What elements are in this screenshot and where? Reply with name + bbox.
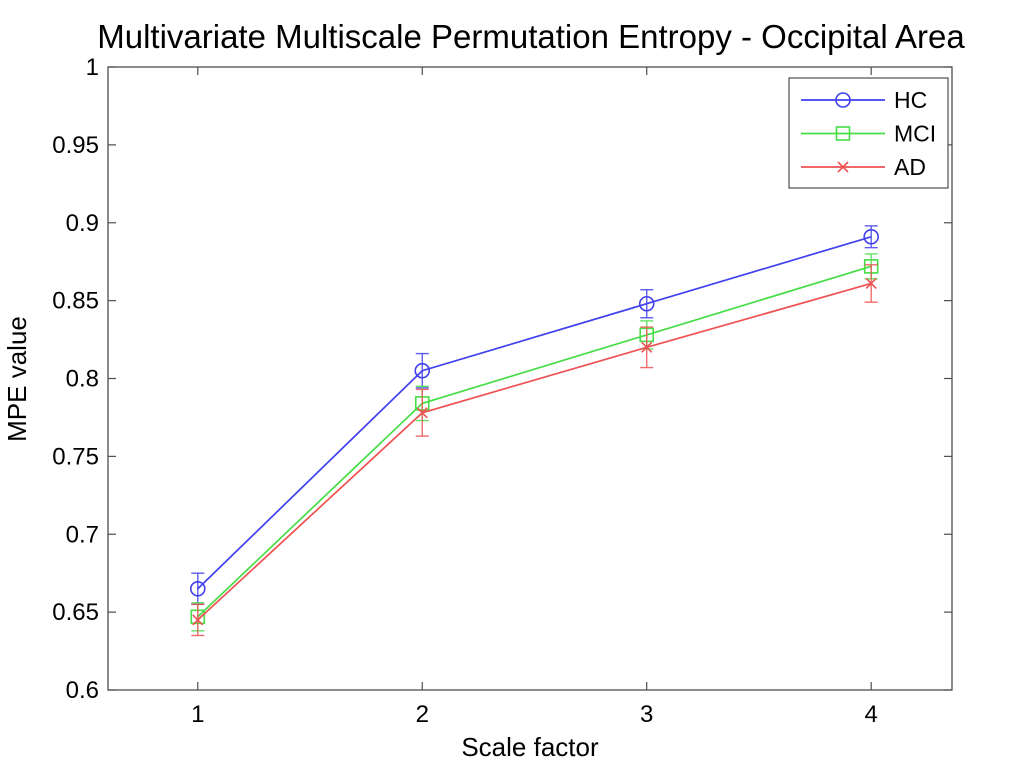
circle-marker (638, 295, 655, 312)
x-marker-stroke (865, 277, 877, 290)
x-marker (192, 614, 204, 626)
y-tick-label: 0.6 (66, 677, 99, 704)
x-marker-stroke (192, 614, 204, 626)
x-marker (416, 407, 428, 419)
data-line-mci (197, 265, 872, 618)
x-marker-stroke (416, 407, 428, 419)
y-tick-label: 0.75 (52, 443, 99, 470)
data-line-hc (197, 235, 872, 590)
x-axis-label: Scale factor (461, 732, 599, 762)
legend-item-ad: AD (801, 154, 926, 180)
x-tick-label: 1 (191, 701, 204, 728)
chart-title: Multivariate Multiscale Permutation Entr… (97, 18, 965, 55)
circle-marker (189, 580, 206, 597)
y-tick-label: 0.7 (66, 521, 99, 548)
legend-square-marker (835, 126, 851, 141)
legend-label: HC (894, 87, 927, 113)
y-tick-label: 0.9 (66, 210, 99, 237)
y-tick-label: 0.85 (52, 288, 99, 315)
x-marker-stroke (641, 341, 653, 353)
y-axis-label: MPE value (2, 316, 32, 442)
legend: HC MCI AD (788, 77, 949, 189)
y-tick-label: 0.95 (52, 132, 99, 159)
circle-marker (863, 228, 879, 245)
legend-circle-marker (835, 92, 851, 108)
legend-label: AD (894, 154, 926, 180)
circle-marker (414, 362, 431, 379)
axis-layer (107, 66, 953, 691)
tick-label-layer: 1 2 3 4 1 0.95 0.9 0.85 0.8 0.75 0.7 0.65 0.6 (52, 54, 878, 728)
data-line-ad (197, 282, 872, 621)
legend-item-hc: HC (801, 87, 927, 113)
x-tick-label: 2 (416, 701, 429, 728)
y-tick-label: 0.8 (66, 366, 99, 393)
x-marker (641, 341, 653, 353)
y-tick-label: 1 (86, 54, 99, 81)
x-tick-label: 4 (865, 701, 878, 728)
y-tick-label: 0.65 (52, 599, 99, 626)
legend-x-marker (837, 161, 849, 173)
series-layer (189, 225, 879, 637)
legend-x-stroke (837, 161, 849, 173)
legend-item-mci: MCI (801, 121, 936, 147)
legend-label: MCI (894, 121, 936, 147)
x-tick-label: 3 (640, 701, 653, 728)
series-ad (191, 264, 878, 637)
x-marker (865, 277, 877, 290)
